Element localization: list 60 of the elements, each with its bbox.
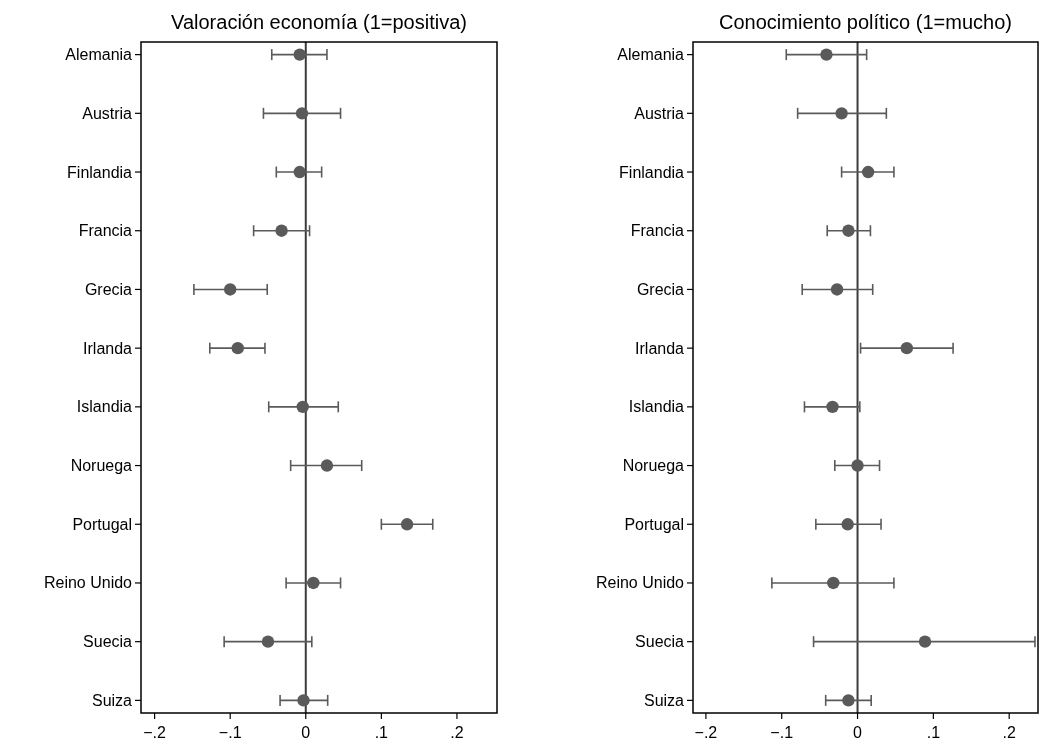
point — [293, 48, 306, 61]
x-tick-label: .2 — [1002, 724, 1016, 741]
y-tick-label: Austria — [634, 104, 685, 122]
point — [918, 635, 932, 648]
point — [861, 165, 875, 179]
point — [295, 107, 309, 120]
y-tick-label: Reino Unido — [595, 574, 685, 592]
point — [320, 459, 334, 472]
point — [900, 341, 914, 355]
point — [842, 694, 855, 707]
point — [851, 459, 864, 472]
x-tick-label: .2 — [450, 724, 464, 741]
y-tick-label: Noruega — [70, 457, 133, 475]
point — [296, 400, 309, 414]
y-tick-label: Suiza — [91, 691, 133, 709]
point — [307, 576, 320, 590]
point — [297, 694, 310, 707]
y-tick-label: Suecia — [83, 633, 133, 651]
x-tick-label: .1 — [374, 724, 389, 741]
y-tick-label: Finlandia — [67, 163, 133, 181]
point — [826, 400, 839, 414]
y-tick-label: Islandia — [628, 398, 685, 416]
y-tick-label: Grecia — [84, 280, 133, 298]
x-tick-label: −.1 — [218, 724, 242, 741]
point — [842, 224, 855, 237]
point — [231, 341, 244, 355]
y-tick-label: Portugal — [624, 515, 684, 533]
chart-title: Valoración economía (1=positiva) — [171, 11, 467, 33]
y-tick-label: Austria — [82, 104, 133, 122]
point — [293, 165, 306, 179]
point — [223, 283, 237, 296]
point — [835, 107, 848, 120]
x-tick-label: 0 — [301, 724, 311, 741]
y-tick-label: Alemania — [65, 46, 133, 64]
x-tick-label: −.2 — [694, 724, 718, 741]
y-tick-label: Grecia — [636, 280, 685, 298]
y-tick-label: Irlanda — [635, 339, 685, 357]
y-tick-label: Suiza — [643, 691, 685, 709]
point — [820, 48, 833, 61]
y-tick-label: Suecia — [635, 633, 685, 651]
y-tick-label: Noruega — [622, 457, 685, 475]
x-tick-label: −.1 — [770, 724, 794, 741]
y-tick-label: Francia — [630, 222, 685, 240]
point — [827, 576, 840, 590]
chart-title: Conocimiento político (1=mucho) — [719, 11, 1012, 33]
y-tick-label: Reino Unido — [43, 574, 133, 592]
x-tick-label: .1 — [926, 724, 941, 741]
y-tick-label: Islandia — [76, 398, 133, 416]
point — [261, 635, 275, 648]
point — [275, 224, 288, 237]
x-tick-label: 0 — [853, 724, 863, 741]
y-tick-label: Finlandia — [619, 163, 685, 181]
point — [400, 518, 414, 531]
x-tick-label: −.2 — [143, 724, 167, 741]
y-tick-label: Alemania — [617, 46, 685, 64]
y-tick-label: Portugal — [72, 515, 132, 533]
point — [841, 518, 854, 531]
y-tick-label: Francia — [78, 222, 133, 240]
y-tick-label: Irlanda — [83, 339, 133, 357]
point — [830, 283, 844, 296]
